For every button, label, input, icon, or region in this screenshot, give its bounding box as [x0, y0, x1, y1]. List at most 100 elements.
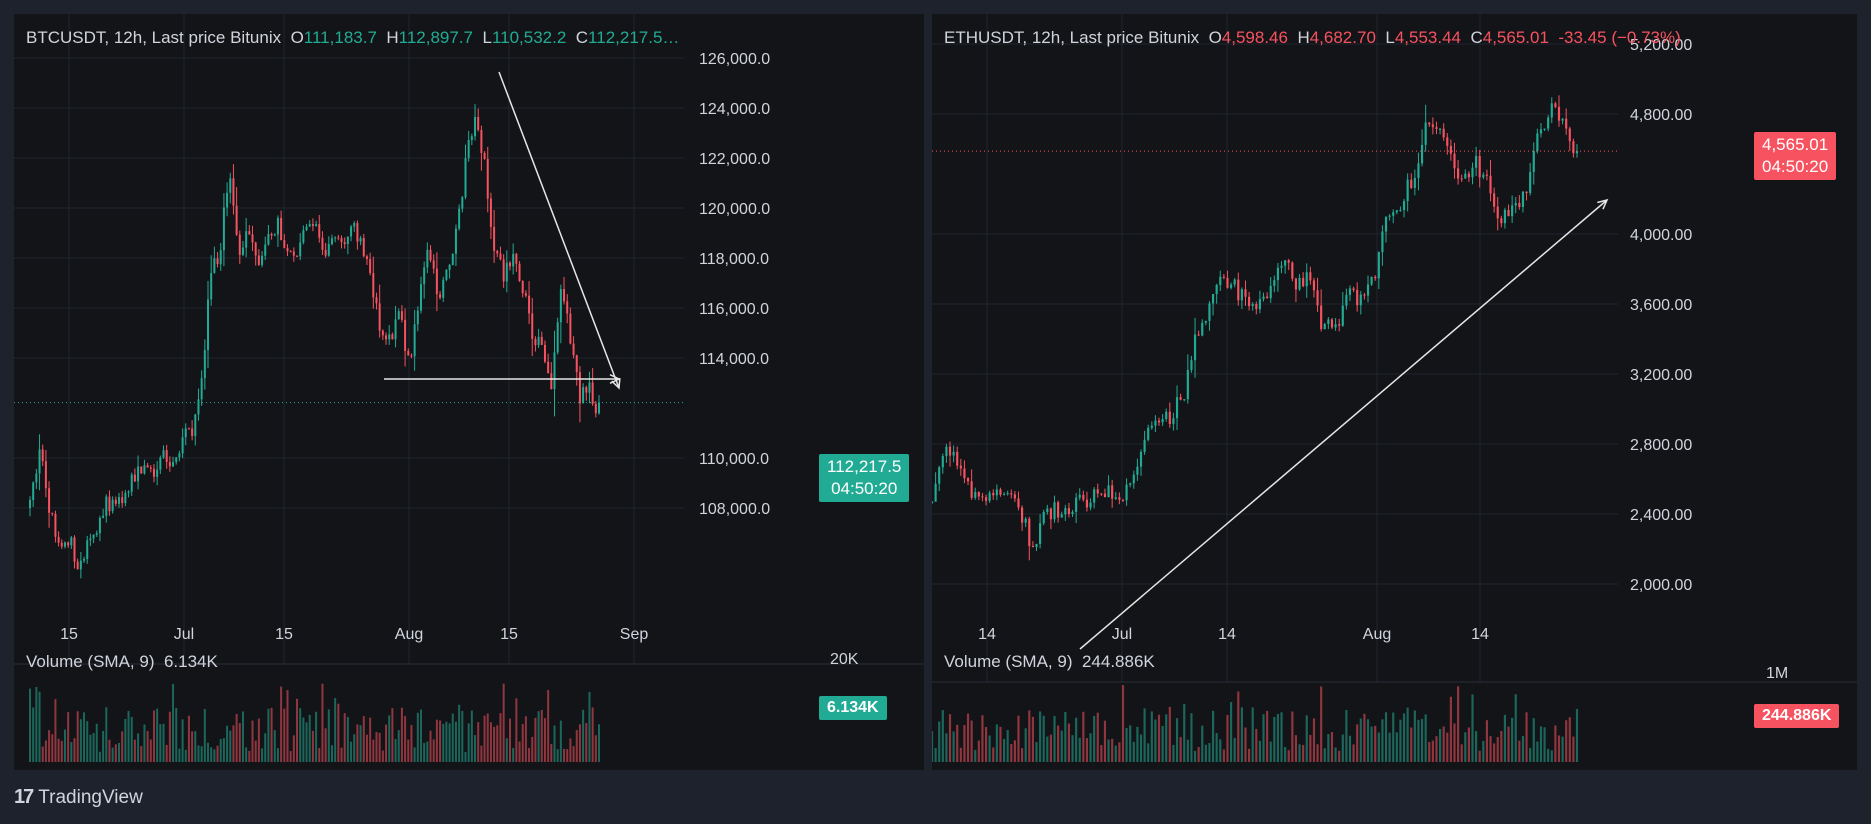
eth-close-label: C [1470, 28, 1483, 47]
btc-volume-bar [38, 691, 41, 762]
btc-candle-body [130, 474, 133, 492]
btc-candle-body [598, 402, 600, 414]
btc-volume-bar [89, 734, 92, 762]
eth-candle-body [1118, 497, 1121, 500]
btc-volume-bar [477, 722, 480, 762]
btc-candle-body [302, 230, 305, 243]
btc-volume-legend: Volume (SMA, 9) 6.134K [26, 652, 218, 672]
eth-candle-body [1420, 144, 1424, 164]
btc-volume-bar [556, 749, 559, 762]
btc-volume-bar [156, 708, 159, 762]
btc-volume-bar [334, 698, 337, 762]
eth-volume-bar [1183, 704, 1186, 762]
btc-candle-body [51, 512, 54, 514]
eth-volume-bar [974, 749, 977, 762]
btc-chart-canvas[interactable]: 126,000.0 124,000.0 122,000.0 120,000.0 118,… [14, 14, 924, 770]
btc-candle-body [550, 373, 553, 390]
eth-candle-body [1060, 514, 1063, 518]
btc-volume-bar [44, 740, 47, 762]
eth-candle-body [1359, 294, 1362, 306]
btc-candle-body [133, 474, 136, 482]
eth-volume-bar [1085, 738, 1089, 762]
tradingview-brand[interactable]: 17 TradingView [14, 786, 143, 809]
eth-volume-bar [1446, 732, 1449, 762]
btc-candle-body [226, 192, 229, 208]
btc-volume-bar [442, 723, 445, 762]
btc-volume-bar [461, 710, 464, 762]
eth-candle-body [1006, 493, 1009, 495]
eth-volume-bar [1060, 730, 1063, 762]
eth-volume-bar [1111, 738, 1114, 762]
eth-candle-body [1410, 179, 1413, 188]
btc-volume-bar [267, 708, 270, 762]
btc-candle-body [524, 293, 527, 296]
eth-candle-body [1395, 210, 1398, 213]
btc-candle-body [518, 263, 521, 282]
btc-candle-body [410, 355, 413, 357]
eth-volume-bar [966, 713, 970, 762]
btc-candle-body [108, 496, 111, 512]
eth-candle-body [1266, 296, 1269, 299]
eth-volume-bar [1374, 725, 1377, 762]
btc-volume-bar [232, 725, 235, 762]
eth-volume-bar [1046, 736, 1049, 762]
eth-x-tick-label: 14 [1471, 626, 1489, 643]
btc-x-tick-label: Aug [395, 626, 423, 643]
eth-volume-bar [1161, 725, 1164, 762]
eth-y-tick-label: 4,000.00 [1630, 227, 1692, 244]
btc-volume-bar [337, 703, 340, 762]
btc-candle-body [92, 534, 95, 539]
btc-volume-bar [257, 718, 260, 762]
eth-candle-body [938, 467, 941, 484]
eth-chart-canvas[interactable]: 5,200.00 4,800.00 4,000.00 3,600.00 3,200.00… [932, 14, 1857, 770]
btc-candle-body [159, 457, 162, 470]
btc-volume-bar [575, 730, 578, 762]
btc-y-tick-label: 118,000.0 [699, 251, 769, 268]
eth-volume-bar [1132, 741, 1135, 762]
eth-chart-panel[interactable]: 5,200.00 4,800.00 4,000.00 3,600.00 3,200.00… [932, 14, 1857, 770]
eth-volume-bar [1575, 708, 1579, 762]
btc-volume-bar [343, 713, 346, 762]
btc-volume-bar [241, 711, 244, 762]
eth-volume-bar [1071, 735, 1074, 762]
eth-volume-bar [1028, 710, 1031, 762]
btc-chart-panel[interactable]: 126,000.0 124,000.0 122,000.0 120,000.0 118,… [14, 14, 924, 770]
btc-candle-body [397, 311, 400, 320]
eth-candle-body [1168, 411, 1171, 425]
eth-candle-body [1388, 215, 1391, 217]
eth-candle-body [1557, 106, 1561, 121]
eth-volume-bar [1103, 720, 1107, 762]
eth-volume-bar [1255, 728, 1258, 762]
btc-candle-body [232, 178, 235, 206]
eth-candle-body [1460, 178, 1463, 180]
btc-candle-body [280, 217, 283, 241]
btc-volume-bar [127, 710, 130, 762]
eth-volume-bar [1154, 719, 1157, 762]
eth-candle-body [1284, 260, 1287, 266]
btc-candle-body [591, 382, 594, 404]
btc-volume-bar [32, 707, 35, 762]
eth-volume-bar [1053, 715, 1056, 762]
eth-candle-body [1154, 420, 1157, 426]
eth-candle-body [1172, 418, 1175, 425]
eth-volume-bar [1312, 718, 1316, 762]
eth-candle-body [1572, 141, 1575, 154]
eth-volume-bar [1204, 744, 1207, 762]
btc-candle-body [451, 253, 454, 265]
btc-volume-bar [308, 714, 311, 762]
eth-volume-bar [1186, 739, 1189, 762]
eth-y-tick-label: 5,200.00 [1630, 37, 1692, 54]
eth-y-tick-label: 4,800.00 [1630, 107, 1692, 124]
btc-candle-body [149, 467, 152, 469]
btc-volume-bar [60, 740, 63, 762]
btc-candle-body [502, 259, 505, 282]
btc-volume-bar [76, 711, 79, 762]
eth-volume-bar [1273, 717, 1276, 762]
btc-volume-bar [248, 750, 251, 762]
eth-volume-bar [1453, 723, 1456, 762]
eth-volume-bar [1485, 720, 1488, 762]
btc-volume-bar [261, 748, 264, 762]
eth-volume-bar [934, 747, 937, 762]
eth-volume-bar [1248, 748, 1251, 762]
eth-candle-body [1067, 508, 1071, 514]
